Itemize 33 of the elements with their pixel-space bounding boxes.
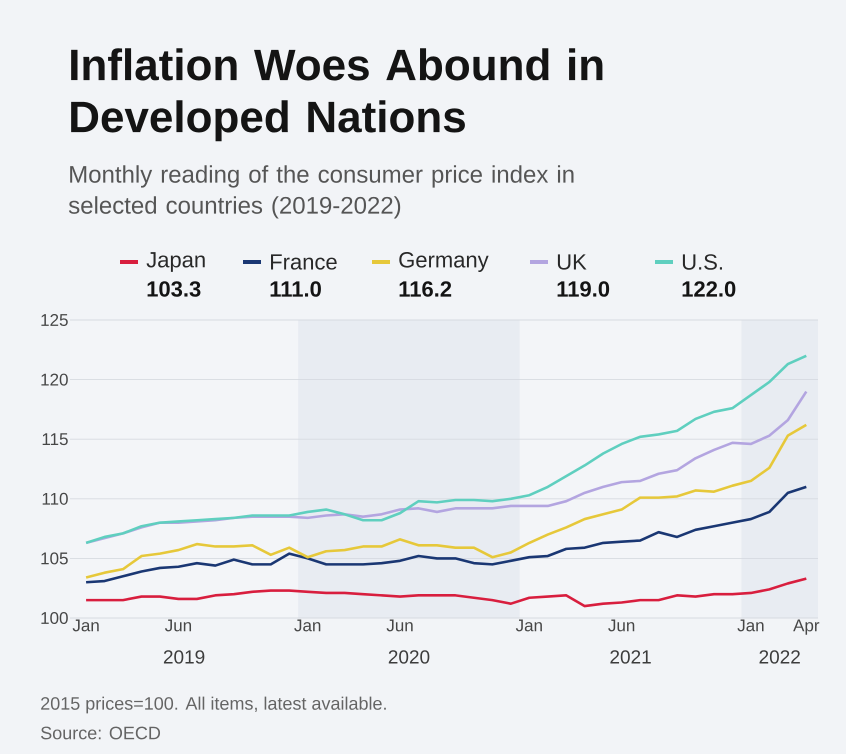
x-tick-label: Jan bbox=[72, 620, 99, 632]
y-tick-label: 100 bbox=[41, 612, 68, 624]
x-tick-label: Jan bbox=[737, 620, 764, 632]
y-tick-label: 105 bbox=[41, 552, 68, 564]
x-tick-label: Jan bbox=[516, 620, 542, 632]
chart-subtitle: Monthly reading of the consumer price index in selected countries (2019-2022) bbox=[68, 165, 574, 219]
legend-label: UK bbox=[558, 254, 587, 270]
legend-label: Germany bbox=[399, 252, 489, 272]
band-label: 2020 bbox=[388, 650, 430, 664]
band-label: 2021 bbox=[610, 650, 651, 664]
x-tick-label: Jun bbox=[164, 620, 192, 632]
text: 103.3 bbox=[148, 281, 200, 297]
chart-title: Inflation Woes Abound in Developed Nations bbox=[71, 48, 602, 142]
text: 119.0 bbox=[558, 281, 610, 297]
y-tick-label: 110 bbox=[42, 492, 68, 505]
legend-label: Japan bbox=[146, 252, 205, 272]
y-tick-label: 115 bbox=[42, 433, 68, 446]
y-tick-label: 120 bbox=[41, 374, 68, 386]
band-label: 2022 bbox=[760, 650, 800, 664]
text: 122.0 bbox=[682, 281, 736, 297]
x-tick-label: Jun bbox=[608, 620, 634, 632]
line-series bbox=[84, 424, 808, 579]
legend-label: U.S. bbox=[682, 254, 722, 270]
x-tick-label: Apr bbox=[793, 620, 820, 635]
text: 2015 prices=100. All items, latest available. bbox=[41, 696, 386, 714]
x-tick-label: Jun bbox=[386, 620, 413, 632]
source-note: Source: OECD bbox=[41, 726, 160, 740]
text: 111.0 bbox=[270, 281, 321, 297]
y-tick-label: 125 bbox=[41, 314, 68, 326]
band-label: 2019 bbox=[164, 650, 204, 664]
text: 116.2 bbox=[400, 281, 452, 297]
legend-label: France bbox=[271, 254, 337, 270]
x-tick-label: Jan bbox=[294, 620, 320, 632]
